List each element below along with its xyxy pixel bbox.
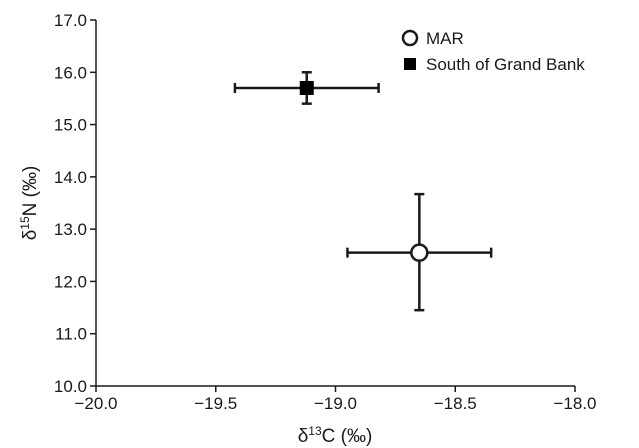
y-axis-label-delta: δ	[20, 230, 41, 241]
y-tick-label: 17.0	[54, 11, 87, 30]
y-tick-label: 11.0	[55, 325, 87, 344]
data-marks	[233, 71, 493, 312]
y-axis-label-rest: N (‰)	[20, 166, 41, 217]
x-tick-label: −19.0	[314, 394, 357, 413]
data-point-open-circle	[410, 243, 429, 262]
x-axis-label-sup: 13	[308, 424, 322, 438]
y-tick-label: 10.0	[54, 377, 87, 396]
x-tick-label: −18.5	[434, 394, 477, 413]
legend: MAR South of Grand Bank	[401, 29, 585, 74]
x-axis-label-rest: C (‰)	[322, 426, 373, 447]
data-point-filled-square	[299, 80, 314, 95]
y-tick-label: 12.0	[54, 272, 87, 291]
y-tick-label: 14.0	[54, 168, 87, 187]
x-tick-label: −18.0	[553, 394, 596, 413]
x-axis-label: δ13C (‰)	[298, 424, 373, 447]
legend-label: South of Grand Bank	[426, 55, 585, 74]
legend-marker-open-circle	[401, 29, 419, 47]
legend-marker-filled-square	[404, 58, 416, 70]
y-axis-label: δ15N (‰)	[18, 166, 41, 241]
y-tick-label: 13.0	[54, 220, 87, 239]
axis-ticks: 10.0 11.0 12.0 13.0 14.0 15.0 16.0 17.0 −20.0 −19…	[54, 11, 597, 413]
axes	[95, 20, 575, 387]
x-axis-label-delta: δ	[298, 426, 309, 447]
x-tick-label: −20.0	[74, 394, 117, 413]
x-tick-label: −19.5	[194, 394, 237, 413]
y-tick-label: 16.0	[54, 63, 87, 82]
y-axis-label-sup: 15	[18, 216, 32, 230]
y-tick-label: 15.0	[54, 116, 87, 135]
legend-label: MAR	[426, 29, 464, 48]
